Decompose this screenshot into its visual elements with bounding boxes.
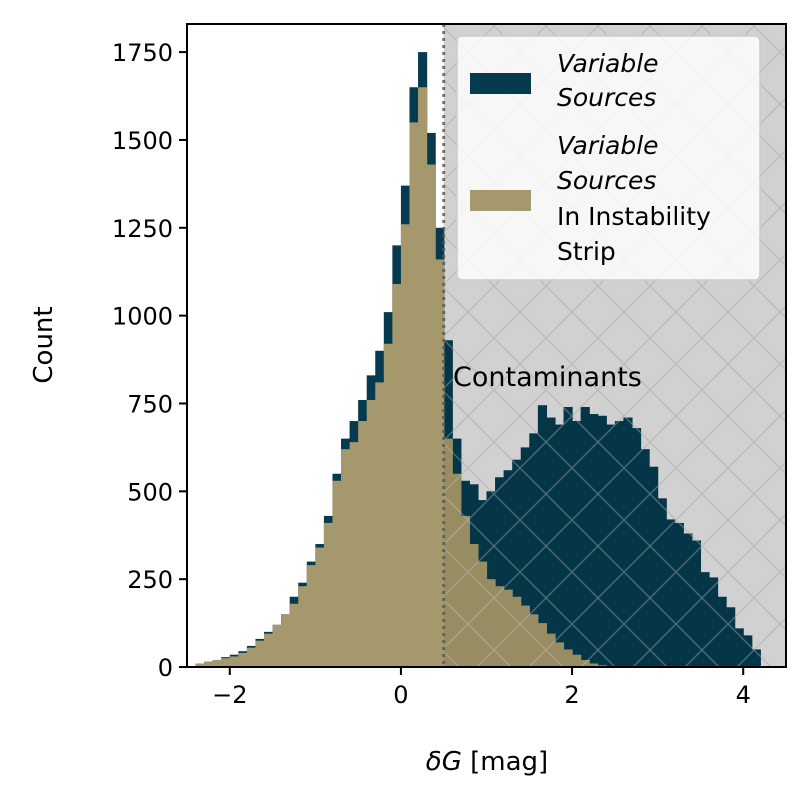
y-tick-label: 1250 — [112, 215, 173, 243]
x-tick-label: 4 — [736, 681, 751, 709]
legend-label-variable-line2: Sources — [557, 83, 656, 112]
instability-bar — [229, 656, 239, 667]
legend-label-instability-line4: Strip — [557, 237, 616, 266]
legend-label-variable-line1: Variable — [557, 49, 659, 78]
x-axis-title: δG [mag] — [426, 747, 548, 777]
legend-box — [456, 35, 761, 281]
legend-swatch-instability — [470, 190, 531, 211]
instability-bar — [332, 480, 342, 667]
instability-bar — [349, 442, 359, 667]
instability-bar — [323, 522, 334, 667]
instability-bar — [272, 624, 282, 667]
y-axis-ticks: 0 250 500 750 1000 1250 1500 1750 — [112, 39, 187, 682]
legend-swatch-variable — [470, 73, 531, 94]
instability-bar — [392, 284, 402, 667]
instability-bar — [212, 659, 222, 667]
x-tick-label: 0 — [393, 681, 408, 709]
instability-bar — [358, 421, 368, 667]
y-tick-label: 1750 — [112, 39, 173, 67]
instability-bar — [255, 640, 265, 667]
y-tick-label: 750 — [127, 390, 173, 418]
y-tick-label: 500 — [127, 478, 173, 506]
x-tick-label: −2 — [212, 681, 247, 709]
legend: Variable Sources Variable Sources In Ins… — [456, 35, 761, 281]
legend-label-instability-line3: In Instability — [557, 202, 711, 231]
contaminants-annotation: Contaminants — [453, 362, 642, 393]
instability-bar — [238, 652, 248, 667]
instability-bar — [400, 224, 411, 667]
y-tick-label: 1000 — [112, 303, 173, 331]
instability-bar — [204, 661, 214, 667]
instability-bar — [298, 586, 308, 667]
instability-bar — [289, 603, 299, 667]
instability-bar — [306, 565, 316, 667]
instability-bar — [366, 399, 376, 667]
instability-bar — [195, 663, 205, 667]
instability-bar — [418, 87, 428, 667]
instability-bar — [383, 343, 393, 667]
y-axis-title: Count — [29, 306, 59, 383]
x-axis-ticks: −2 0 2 4 — [212, 667, 751, 709]
instability-bar — [221, 658, 231, 667]
instability-bar — [315, 547, 325, 667]
instability-bar — [435, 259, 445, 667]
instability-bar — [281, 614, 291, 667]
x-tick-label: 2 — [564, 681, 579, 709]
instability-bar — [341, 449, 351, 667]
instability-bar — [264, 633, 274, 667]
legend-label-instability-line2: Sources — [557, 166, 656, 195]
y-tick-label: 0 — [158, 654, 173, 682]
y-tick-label: 250 — [127, 566, 173, 594]
y-tick-label: 1500 — [112, 127, 173, 155]
instability-bar — [375, 382, 385, 667]
legend-label-instability-line1: Variable — [557, 131, 659, 160]
instability-bar — [246, 647, 257, 667]
axes-frame — [186, 23, 787, 668]
instability-bar — [426, 164, 436, 667]
instability-bar — [409, 122, 419, 667]
